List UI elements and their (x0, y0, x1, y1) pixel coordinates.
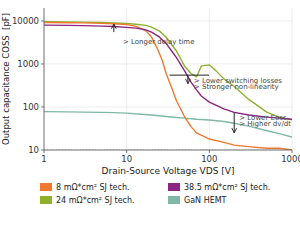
annotation-arrow (187, 75, 188, 83)
x-axis-line (44, 150, 292, 151)
annotation-arrow (113, 24, 114, 32)
y-tick (41, 20, 44, 21)
series-line (44, 112, 292, 137)
hline (44, 150, 292, 151)
y-tick (41, 106, 44, 107)
y-axis-line (44, 8, 45, 150)
y-tick (41, 63, 44, 64)
grid-line-y (44, 20, 292, 21)
grid-line-x (126, 8, 127, 150)
x-tick-label: 1000 (281, 154, 300, 164)
y-tick-label: 10000 (12, 16, 39, 26)
legend-label: 38.5 mΩ*cm² SJ tech. (184, 183, 270, 192)
grid-line-y (44, 63, 292, 64)
y-tick (41, 150, 44, 151)
legend-label: 24 mΩ*cm² SJ tech. (56, 196, 135, 205)
x-tick-label: 100 (201, 154, 217, 164)
legend-swatch (40, 183, 52, 191)
series (44, 22, 292, 150)
x-tick (292, 150, 293, 153)
legend-label: GaN HEMT (184, 196, 227, 205)
x-tick (209, 150, 210, 153)
x-axis-label: Drain-Source Voltage VDS [V] (102, 166, 235, 176)
axes: 110100100010100100010000Drain-Source Vol… (1, 8, 300, 176)
y-tick-label: 10 (28, 145, 39, 155)
grid-line-x (292, 8, 293, 150)
annotation-text: > Longer delay time (123, 38, 195, 46)
chart: 110100100010100100010000Drain-Source Vol… (0, 0, 300, 229)
y-axis-label: Output capacitance COSS [pF] (1, 13, 11, 145)
legend-swatch (40, 196, 52, 204)
annotation-text: > Stronger non-linearity (194, 83, 279, 91)
x-tick-label: 10 (121, 154, 132, 164)
annotations: > Longer delay time> Lower switching los… (123, 38, 291, 128)
x-tick (44, 150, 45, 153)
legend-swatch (168, 183, 180, 191)
legend: 8 mΩ*cm² SJ tech. 24 mΩ*cm² SJ tech. 38.5 … (40, 183, 270, 205)
grid-line-y (44, 106, 292, 107)
y-tick-label: 1000 (17, 59, 39, 69)
series-line (44, 25, 292, 119)
reference-lines (44, 150, 292, 151)
x-tick-label: 1 (41, 154, 46, 164)
legend-swatch (168, 196, 180, 204)
annotation-bar (170, 75, 209, 76)
grid-line-y (44, 150, 292, 151)
grid-line-x (44, 8, 45, 150)
y-tick-label: 100 (23, 102, 39, 112)
series-line (44, 23, 292, 150)
legend-label: 8 mΩ*cm² SJ tech. (56, 183, 130, 192)
grid (44, 8, 292, 150)
annotation-text: > Higher dv/dt (239, 120, 291, 128)
annotation-arrow (234, 112, 235, 133)
x-tick (126, 150, 127, 153)
series-line (44, 22, 292, 120)
